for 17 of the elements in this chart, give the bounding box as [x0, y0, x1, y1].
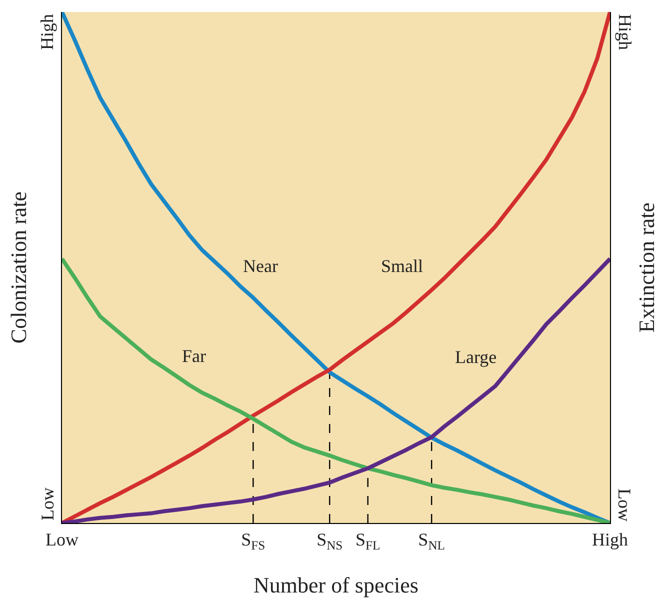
text: Low [614, 488, 634, 522]
x-tick-label: High [592, 530, 628, 550]
x-tick-label: S$_{NS}$ [316, 530, 343, 552]
series-label: Large [455, 347, 497, 367]
x-axis-title: Number of species [254, 572, 418, 598]
series-label: Near [243, 256, 278, 276]
y-axis-title: Colonization rate [6, 191, 31, 344]
text: High [615, 14, 635, 50]
y2-axis-title: Extinction rate [634, 202, 659, 333]
text: High [37, 14, 57, 50]
x-tick-label: S$_{FS}$ [241, 530, 266, 552]
series-label: Small [381, 256, 424, 276]
x-tick-label: S$_{FL}$ [356, 530, 380, 552]
x-tick-label: S$_{NL}$ [418, 530, 445, 552]
text: Low [38, 488, 58, 520]
series-label: Far [182, 346, 206, 366]
x-tick-label: Low [46, 530, 78, 550]
